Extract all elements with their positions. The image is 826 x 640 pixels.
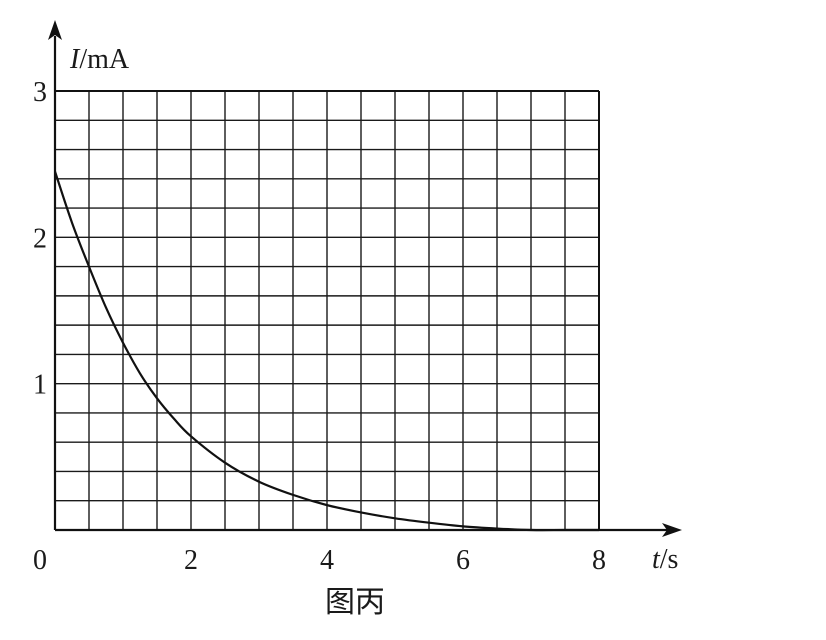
y-tick-label: 3 xyxy=(33,77,47,108)
y-tick-label: 1 xyxy=(33,370,47,401)
x-tick-label: 6 xyxy=(456,545,470,576)
x-tick-label: 8 xyxy=(592,545,606,576)
x-axis-label: t/s xyxy=(652,544,678,575)
series-line-current xyxy=(53,171,599,532)
y-axis-arrow xyxy=(48,20,62,40)
x-axis-unit: /s xyxy=(660,544,679,575)
y-tick-label: 2 xyxy=(33,223,47,254)
x-tick-label: 0 xyxy=(33,545,47,576)
x-tick-label: 4 xyxy=(320,545,334,576)
x-axis-variable: t xyxy=(652,544,661,575)
tick-labels: 0 2 4 6 8 1 2 3 xyxy=(33,77,606,576)
figure-caption: 图丙 xyxy=(325,585,385,620)
chart-axes xyxy=(48,20,682,537)
chart-grid xyxy=(54,90,600,531)
y-axis-unit: /mA xyxy=(79,44,130,75)
x-tick-label: 2 xyxy=(184,545,198,576)
x-axis-arrow xyxy=(662,523,682,537)
y-axis-label: I/mA xyxy=(69,44,130,75)
y-axis-variable: I xyxy=(69,44,81,75)
